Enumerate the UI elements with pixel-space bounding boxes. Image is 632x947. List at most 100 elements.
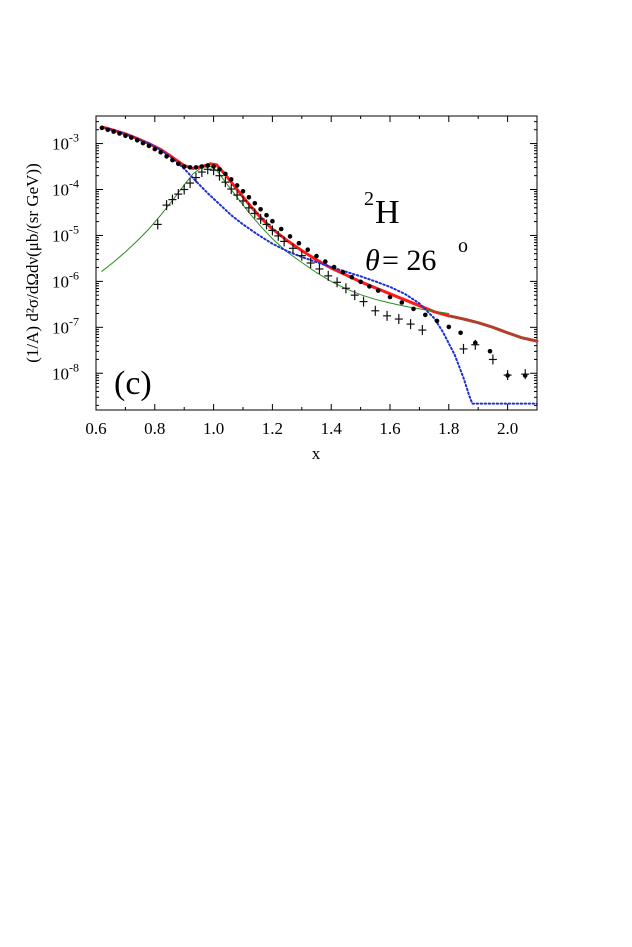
data-point-cross <box>203 164 212 175</box>
x-tick-labels: 0.6 0.8 1.0 1.2 1.4 1.6 1.8 2.0 <box>85 419 518 438</box>
data-point-dot <box>264 212 269 218</box>
data-point-dot <box>458 330 463 336</box>
data-point-dot <box>187 165 193 170</box>
data-point-dot <box>314 253 319 259</box>
angle-annotation: θ = 26 o <box>365 235 468 277</box>
data-point-dot <box>146 143 152 149</box>
y-tick-label: 10-8 <box>52 360 79 383</box>
data-point-dot <box>446 324 452 330</box>
data-point-dot <box>129 135 134 140</box>
x-tick-label: 2.0 <box>497 419 518 438</box>
data-point-cross <box>371 305 380 316</box>
x-tick-label: 1.8 <box>438 419 459 438</box>
data-point-cross <box>197 167 206 178</box>
data-point-dot <box>134 138 140 143</box>
data-point-dot <box>258 207 263 212</box>
data-point-cross <box>256 213 265 224</box>
y-tick-label: 10-7 <box>52 314 79 337</box>
data-point-cross <box>471 339 480 350</box>
data-point-cross <box>174 189 183 200</box>
x-axis-label: x <box>312 444 321 463</box>
angle-unit: o <box>458 235 468 257</box>
data-point-cross <box>274 230 283 241</box>
data-point-cross <box>180 184 189 195</box>
data-point-dot <box>252 201 258 206</box>
data-point-cross <box>250 208 259 219</box>
data-point-cross <box>406 319 415 330</box>
data-point-dot <box>99 125 105 131</box>
data-point-cross <box>153 219 162 230</box>
data-point-cross <box>341 283 350 294</box>
data-point-dot <box>193 165 199 170</box>
data-point-dot <box>434 318 440 324</box>
data-point-dot <box>323 259 328 264</box>
angle-value: = 26 <box>382 244 436 277</box>
data-point-cross <box>297 250 306 261</box>
y-tick-label: 10-3 <box>52 131 79 154</box>
data-point-dot <box>487 348 493 354</box>
data-point-cross <box>209 165 218 176</box>
data-point-cross <box>350 290 359 301</box>
data-point-dot <box>375 288 381 293</box>
nucleus-mass: 2 <box>364 188 374 210</box>
data-point-dot <box>411 306 416 312</box>
data-point-cross <box>215 170 224 181</box>
data-point-dot <box>367 284 372 289</box>
plot-area <box>95 115 538 411</box>
data-point-cross <box>239 195 247 206</box>
data-point-cross <box>459 343 468 354</box>
data-point-dot <box>240 189 246 194</box>
data-point-cross <box>268 225 277 236</box>
series-line-3 <box>101 166 450 314</box>
data-point-cross <box>191 172 200 183</box>
data-point-dot <box>217 167 222 172</box>
data-point-cross <box>227 184 236 195</box>
data-point-cross <box>418 325 427 336</box>
angle-symbol: θ <box>365 244 380 277</box>
y-axis-label: (1/A) d²σ/dΩdν(μb/(sr GeV)) <box>23 163 42 362</box>
data-point-cross <box>244 202 253 213</box>
data-point-cross <box>280 236 289 247</box>
x-tick-label: 1.0 <box>203 419 224 438</box>
data-point-dot <box>340 269 346 275</box>
nucleus-symbol: H <box>375 194 400 231</box>
data-point-dot <box>358 279 363 285</box>
data-point-dot <box>423 312 428 318</box>
data-point-dot <box>140 140 146 146</box>
data-point-dot <box>181 164 187 169</box>
x-tick-label: 1.2 <box>262 419 283 438</box>
data-point-dot <box>399 300 405 305</box>
data-point-dot <box>349 274 355 280</box>
data-point-dot <box>246 195 252 200</box>
data-point-cross <box>262 219 271 230</box>
data-points <box>99 125 530 381</box>
y-tick-label: 10-6 <box>52 268 79 291</box>
data-point-cross <box>315 263 324 274</box>
data-point-dot <box>331 264 337 270</box>
data-point-dot <box>296 240 302 246</box>
data-point-dot <box>223 171 228 177</box>
data-point-cross <box>324 270 333 281</box>
data-point-cross <box>221 177 230 188</box>
data-point-dot <box>199 164 205 169</box>
data-point-cross <box>288 243 297 254</box>
nucleus-annotation: 2 H <box>364 188 400 231</box>
data-point-cross <box>168 194 177 205</box>
x-tick-label: 0.6 <box>85 419 106 438</box>
data-point-cross <box>503 370 512 381</box>
data-point-dot <box>170 157 175 163</box>
series-line-2 <box>447 314 539 343</box>
y-tick-labels: 10-3 10-4 10-5 10-6 10-7 10-8 <box>52 131 79 384</box>
data-point-cross <box>521 369 530 380</box>
data-point-cross <box>162 200 171 211</box>
axis-ticks <box>95 116 538 410</box>
data-point-dot <box>152 146 158 152</box>
data-point-cross <box>333 277 342 288</box>
y-tick-label: 10-5 <box>52 222 79 245</box>
data-point-dot <box>176 161 181 167</box>
data-point-dot <box>123 133 128 139</box>
data-point-dot <box>158 150 163 155</box>
data-point-dot <box>387 294 393 300</box>
data-point-dot <box>164 154 169 159</box>
